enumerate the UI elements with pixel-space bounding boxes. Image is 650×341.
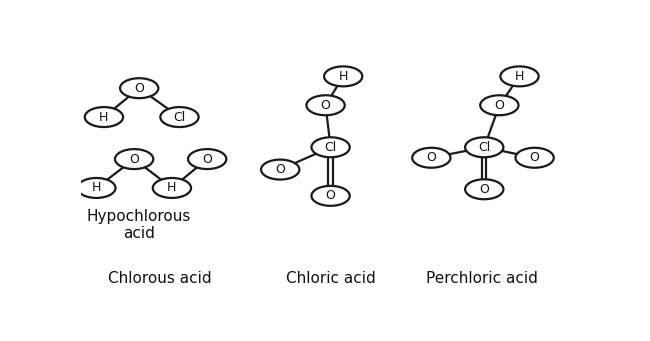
Text: Cl: Cl — [324, 141, 337, 154]
Circle shape — [500, 66, 539, 86]
Circle shape — [515, 148, 554, 168]
Circle shape — [115, 149, 153, 169]
Text: Cl: Cl — [174, 110, 186, 123]
Circle shape — [465, 179, 503, 199]
Text: H: H — [92, 181, 101, 194]
Text: H: H — [167, 181, 177, 194]
Circle shape — [188, 149, 226, 169]
Text: H: H — [339, 70, 348, 83]
Text: O: O — [276, 163, 285, 176]
Text: O: O — [135, 82, 144, 95]
Text: Perchloric acid: Perchloric acid — [426, 271, 538, 286]
Text: O: O — [479, 183, 489, 196]
Text: O: O — [495, 99, 504, 112]
Text: Chlorous acid: Chlorous acid — [107, 271, 211, 286]
Text: H: H — [99, 110, 109, 123]
Text: Hypochlorous
acid: Hypochlorous acid — [87, 208, 191, 241]
Circle shape — [412, 148, 450, 168]
Text: H: H — [515, 70, 524, 83]
Circle shape — [306, 95, 344, 115]
Circle shape — [120, 78, 159, 98]
Circle shape — [480, 95, 519, 115]
Circle shape — [153, 178, 191, 198]
Text: O: O — [426, 151, 436, 164]
Text: O: O — [326, 189, 335, 202]
Circle shape — [261, 160, 300, 180]
Circle shape — [311, 186, 350, 206]
Circle shape — [77, 178, 116, 198]
Text: O: O — [320, 99, 330, 112]
Text: Chloric acid: Chloric acid — [286, 271, 376, 286]
Text: O: O — [129, 152, 139, 166]
Circle shape — [84, 107, 123, 127]
Circle shape — [161, 107, 199, 127]
Circle shape — [324, 66, 362, 86]
Circle shape — [465, 137, 503, 157]
Text: O: O — [530, 151, 540, 164]
Text: O: O — [202, 152, 212, 166]
Circle shape — [311, 137, 350, 157]
Text: Cl: Cl — [478, 141, 490, 154]
